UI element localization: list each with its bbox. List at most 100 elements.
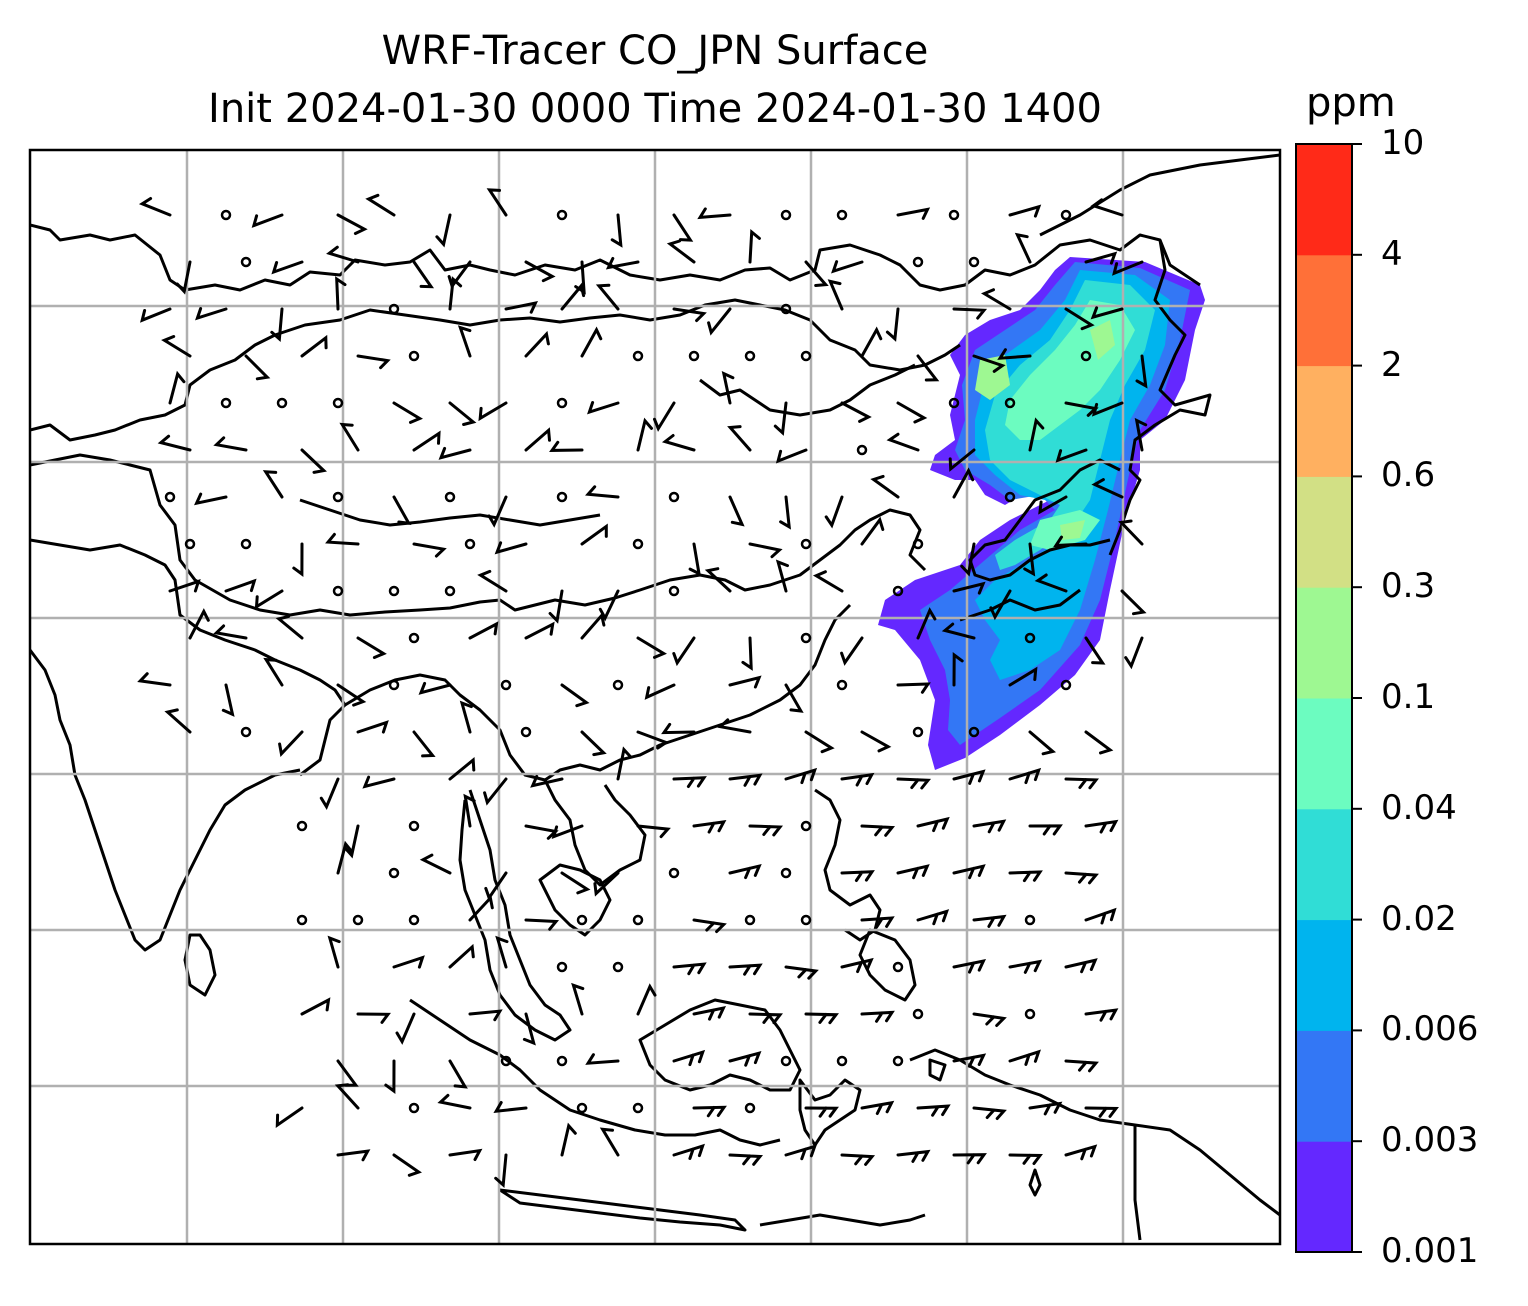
wind-barb	[1084, 819, 1119, 834]
wind-barb	[244, 354, 271, 381]
wind-barb	[896, 777, 932, 790]
wind-barb	[860, 516, 885, 546]
wind-barb	[468, 894, 494, 922]
wind-barb	[571, 982, 585, 1016]
wind-barb	[831, 260, 864, 274]
wind-barb	[1014, 232, 1032, 264]
wind-barb	[585, 485, 620, 499]
wind-barb	[1023, 542, 1036, 577]
calm-wind-marker	[352, 914, 364, 926]
wind-barb	[688, 542, 701, 577]
wind-barb	[707, 307, 732, 336]
wind-barb	[952, 769, 986, 785]
wind-barb	[728, 773, 763, 787]
calm-wind-marker	[408, 1102, 420, 1114]
calm-wind-marker	[668, 585, 680, 597]
wind-barb	[468, 1009, 503, 1022]
calm-wind-marker	[800, 632, 812, 644]
calm-wind-marker	[836, 1055, 848, 1067]
wind-barb	[549, 440, 584, 452]
wind-barb	[1028, 417, 1045, 452]
gridlines	[30, 150, 1280, 1244]
calm-wind-marker	[780, 1055, 792, 1067]
calm-wind-marker	[444, 491, 456, 503]
wind-barb	[980, 288, 1012, 311]
wind-barb	[1118, 519, 1144, 546]
wind-barb	[748, 1012, 783, 1025]
wind-barb	[666, 239, 696, 264]
wind-barb	[530, 774, 564, 788]
wind-barb	[251, 213, 284, 228]
wind-barb	[326, 245, 360, 264]
colorbar-tick-label: 0.1	[1381, 677, 1436, 717]
wind-barb	[896, 401, 928, 424]
wind-barb	[356, 1012, 391, 1024]
wind-barb	[721, 371, 735, 405]
wind-barb	[418, 681, 452, 695]
wind-barb	[692, 1105, 727, 1118]
colorbar-tick-label: 4	[1381, 233, 1403, 274]
wind-barb	[1124, 636, 1144, 670]
wind-barb	[1064, 958, 1098, 974]
wind-barb	[728, 1153, 764, 1166]
wind-barb	[194, 492, 228, 506]
wind-barb	[896, 682, 931, 694]
wind-barb	[860, 824, 896, 837]
wind-barb	[1091, 401, 1124, 417]
wind-barb	[728, 863, 762, 880]
wind-barb	[1008, 959, 1043, 974]
wind-barb	[356, 720, 389, 734]
wind-barb	[616, 746, 633, 781]
wind-barb	[356, 636, 387, 659]
wind-barb	[661, 722, 696, 735]
wind-barb	[1064, 871, 1099, 885]
wind-barb	[952, 1053, 987, 1068]
wind-barb	[1084, 907, 1117, 925]
wind-barb	[468, 621, 499, 640]
colorbar-tick-label: 0.6	[1381, 455, 1436, 496]
calm-wind-marker	[408, 350, 420, 362]
calm-wind-marker	[912, 256, 924, 268]
wind-barb	[271, 260, 304, 275]
wind-barb	[840, 636, 864, 666]
calm-wind-marker	[1004, 397, 1016, 409]
wind-barb	[672, 307, 707, 323]
wind-barb	[948, 448, 976, 472]
calm-wind-marker	[744, 350, 756, 362]
wind-barb	[1008, 204, 1042, 218]
wind-barb	[728, 495, 745, 527]
calm-wind-marker	[612, 961, 624, 973]
wind-barb	[524, 330, 550, 358]
wind-barb	[1084, 1008, 1119, 1022]
wind-barb	[827, 279, 844, 311]
wind-barb	[1008, 767, 1042, 785]
calm-wind-marker	[800, 538, 812, 550]
wind-barb	[886, 432, 920, 452]
wind-barb	[775, 448, 808, 464]
wind-barb	[692, 820, 727, 834]
wind-barb	[1112, 260, 1144, 276]
colorbar-segment	[1296, 365, 1352, 477]
wind-barb	[319, 777, 340, 810]
wind-barb	[412, 430, 441, 452]
wind-barb	[741, 636, 753, 671]
wind-barb	[392, 1153, 422, 1177]
map-title-line1: WRF-Tracer CO_JPN Surface	[381, 28, 929, 74]
calm-wind-marker	[164, 491, 176, 503]
wind-barb	[748, 228, 761, 264]
wind-barb	[784, 965, 819, 980]
wind-barb	[1120, 589, 1147, 616]
wind-barb	[824, 495, 844, 529]
colorbar	[1296, 143, 1362, 1253]
colorbar-border	[1295, 143, 1353, 1253]
wind-barb	[495, 935, 509, 969]
map-border	[28, 148, 1282, 1246]
wind-barb	[140, 307, 172, 323]
wind-barb	[1064, 1144, 1098, 1161]
colorbar-segment	[1296, 587, 1352, 699]
wind-barb	[195, 307, 228, 321]
calm-wind-marker	[240, 726, 252, 738]
wind-barb	[784, 1144, 818, 1161]
calm-wind-marker	[1024, 632, 1036, 644]
wind-barb	[773, 401, 788, 436]
